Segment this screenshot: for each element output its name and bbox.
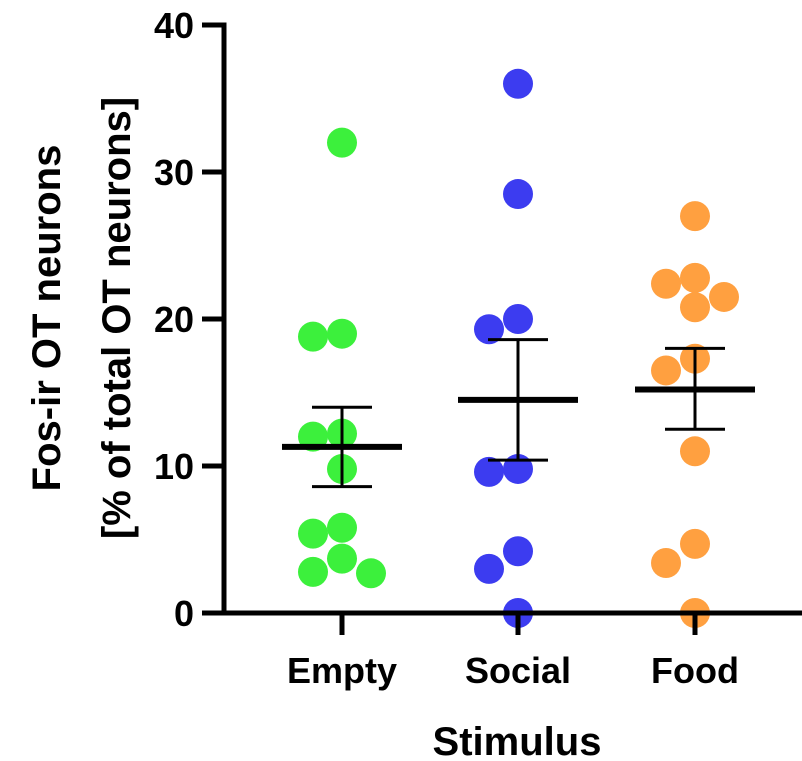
empty-data-point	[327, 318, 357, 349]
social-data-point	[503, 304, 533, 334]
empty-data-point	[327, 512, 357, 543]
social-data-point	[503, 179, 533, 210]
empty-data-point	[298, 556, 328, 587]
mean-sem-layer	[282, 338, 755, 489]
social-data-point	[474, 553, 504, 584]
x-axis-title: Stimulus	[433, 720, 602, 761]
empty-data-point	[327, 127, 357, 158]
y-axis-title-line1: Fos-ir OT neurons	[25, 145, 69, 492]
empty-data-point	[327, 543, 357, 574]
x-tick-label-empty: Empty	[287, 650, 397, 691]
food-data-point	[680, 528, 710, 559]
y-tick-label: 0	[174, 593, 194, 634]
y-tick-label: 20	[154, 299, 194, 340]
empty-data-point	[298, 321, 328, 352]
y-tick-label: 40	[154, 5, 194, 46]
y-ticks: 0 10 20 30 40	[154, 5, 224, 634]
y-axis-title-line2: [% of total OT neurons]	[95, 97, 139, 539]
empty-data-point	[356, 558, 386, 589]
empty-data-point	[298, 518, 328, 549]
x-tick-label-food: Food	[651, 650, 739, 691]
x-ticks: Empty Social Food	[287, 613, 739, 691]
y-tick-label: 30	[154, 152, 194, 193]
x-tick-label-social: Social	[465, 650, 571, 691]
food-data-point	[680, 262, 710, 293]
social-data-point	[503, 68, 533, 99]
food-data-point	[680, 201, 710, 232]
social-data-point	[474, 456, 504, 487]
y-tick-label: 10	[154, 446, 194, 487]
food-data-point	[651, 548, 681, 579]
food-data-point	[680, 436, 710, 467]
social-data-point	[503, 536, 533, 567]
food-data-point	[651, 268, 681, 299]
food-data-point	[709, 281, 739, 312]
social-data-point	[474, 314, 504, 345]
food-data-point	[651, 355, 681, 386]
food-data-point	[680, 292, 710, 323]
